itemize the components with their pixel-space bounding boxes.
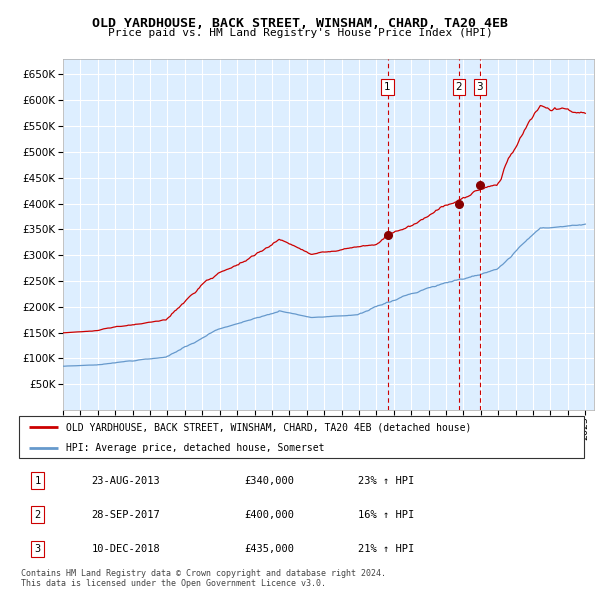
- Text: 3: 3: [35, 544, 41, 554]
- Text: £400,000: £400,000: [245, 510, 295, 520]
- Text: 28-SEP-2017: 28-SEP-2017: [92, 510, 160, 520]
- Text: 1: 1: [35, 476, 41, 486]
- Text: OLD YARDHOUSE, BACK STREET, WINSHAM, CHARD, TA20 4EB (detached house): OLD YARDHOUSE, BACK STREET, WINSHAM, CHA…: [66, 422, 472, 432]
- Text: HPI: Average price, detached house, Somerset: HPI: Average price, detached house, Some…: [66, 443, 325, 453]
- Text: OLD YARDHOUSE, BACK STREET, WINSHAM, CHARD, TA20 4EB: OLD YARDHOUSE, BACK STREET, WINSHAM, CHA…: [92, 17, 508, 30]
- Text: £435,000: £435,000: [245, 544, 295, 554]
- Text: 2: 2: [456, 83, 463, 93]
- Text: 16% ↑ HPI: 16% ↑ HPI: [358, 510, 415, 520]
- Text: 23-AUG-2013: 23-AUG-2013: [92, 476, 160, 486]
- Text: This data is licensed under the Open Government Licence v3.0.: This data is licensed under the Open Gov…: [21, 579, 326, 588]
- Text: 1: 1: [384, 83, 391, 93]
- Text: Price paid vs. HM Land Registry's House Price Index (HPI): Price paid vs. HM Land Registry's House …: [107, 28, 493, 38]
- Text: £340,000: £340,000: [245, 476, 295, 486]
- Text: 23% ↑ HPI: 23% ↑ HPI: [358, 476, 415, 486]
- Text: 3: 3: [476, 83, 483, 93]
- Text: Contains HM Land Registry data © Crown copyright and database right 2024.: Contains HM Land Registry data © Crown c…: [21, 569, 386, 578]
- Text: 21% ↑ HPI: 21% ↑ HPI: [358, 544, 415, 554]
- FancyBboxPatch shape: [19, 415, 584, 458]
- Text: 2: 2: [35, 510, 41, 520]
- Text: 10-DEC-2018: 10-DEC-2018: [92, 544, 160, 554]
